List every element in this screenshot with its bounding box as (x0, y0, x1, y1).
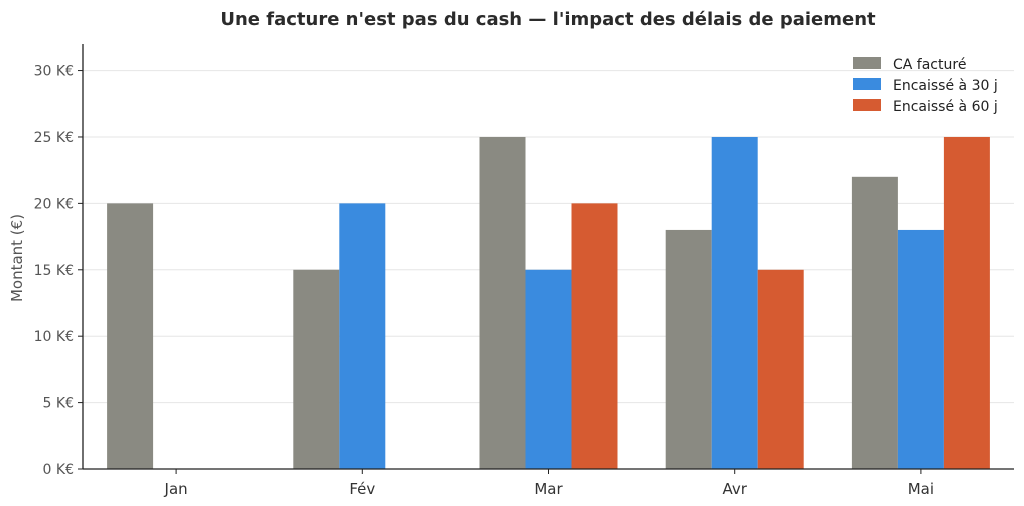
bar-jan-series-1 (107, 203, 154, 469)
bar-mar-series-3 (571, 203, 618, 469)
y-tick-label: 30 K€ (34, 64, 74, 80)
y-tick-label: 0 K€ (43, 462, 74, 478)
chart-title: Une facture n'est pas du cash — l'impact… (220, 9, 876, 30)
bar-avr-series-3 (757, 269, 804, 469)
legend-label: Encaissé à 60 j (893, 99, 998, 115)
y-tick-label: 25 K€ (34, 130, 74, 146)
x-tick-label: Mai (908, 480, 934, 498)
legend-label: CA facturé (893, 57, 966, 73)
y-tick-label: 5 K€ (43, 396, 74, 412)
legend-swatch (853, 57, 881, 69)
bars (107, 136, 990, 469)
x-axis-ticks: Jan Fév Mar Avr Mai (164, 469, 934, 498)
y-tick-label: 15 K€ (34, 263, 74, 279)
legend: CA facturé Encaissé à 30 j Encaissé à 60 j (853, 57, 998, 115)
x-tick-label: Avr (722, 480, 747, 498)
bar-mai-series-1 (851, 176, 898, 469)
y-tick-label: 10 K€ (34, 329, 74, 345)
y-axis-ticks: 0 K€ 5 K€ 10 K€ 15 K€ 20 K€ 25 K€ 30 K€ (34, 64, 83, 478)
legend-swatch (853, 99, 881, 111)
x-tick-label: Fév (349, 480, 375, 498)
bar-mar-series-1 (479, 136, 526, 469)
x-tick-label: Jan (164, 480, 188, 498)
bar-avr-series-1 (665, 229, 712, 469)
bar-mar-series-2 (525, 269, 572, 469)
bar-mai-series-2 (897, 229, 944, 469)
legend-swatch (853, 78, 881, 90)
y-tick-label: 20 K€ (34, 196, 74, 212)
legend-label: Encaissé à 30 j (893, 78, 998, 94)
y-axis-label: Montant (€) (8, 214, 26, 302)
x-tick-label: Mar (534, 480, 563, 498)
bar-fév-series-1 (293, 269, 340, 469)
bar-fév-series-2 (339, 203, 386, 469)
bar-avr-series-2 (711, 136, 758, 469)
bar-mai-series-3 (943, 136, 990, 469)
